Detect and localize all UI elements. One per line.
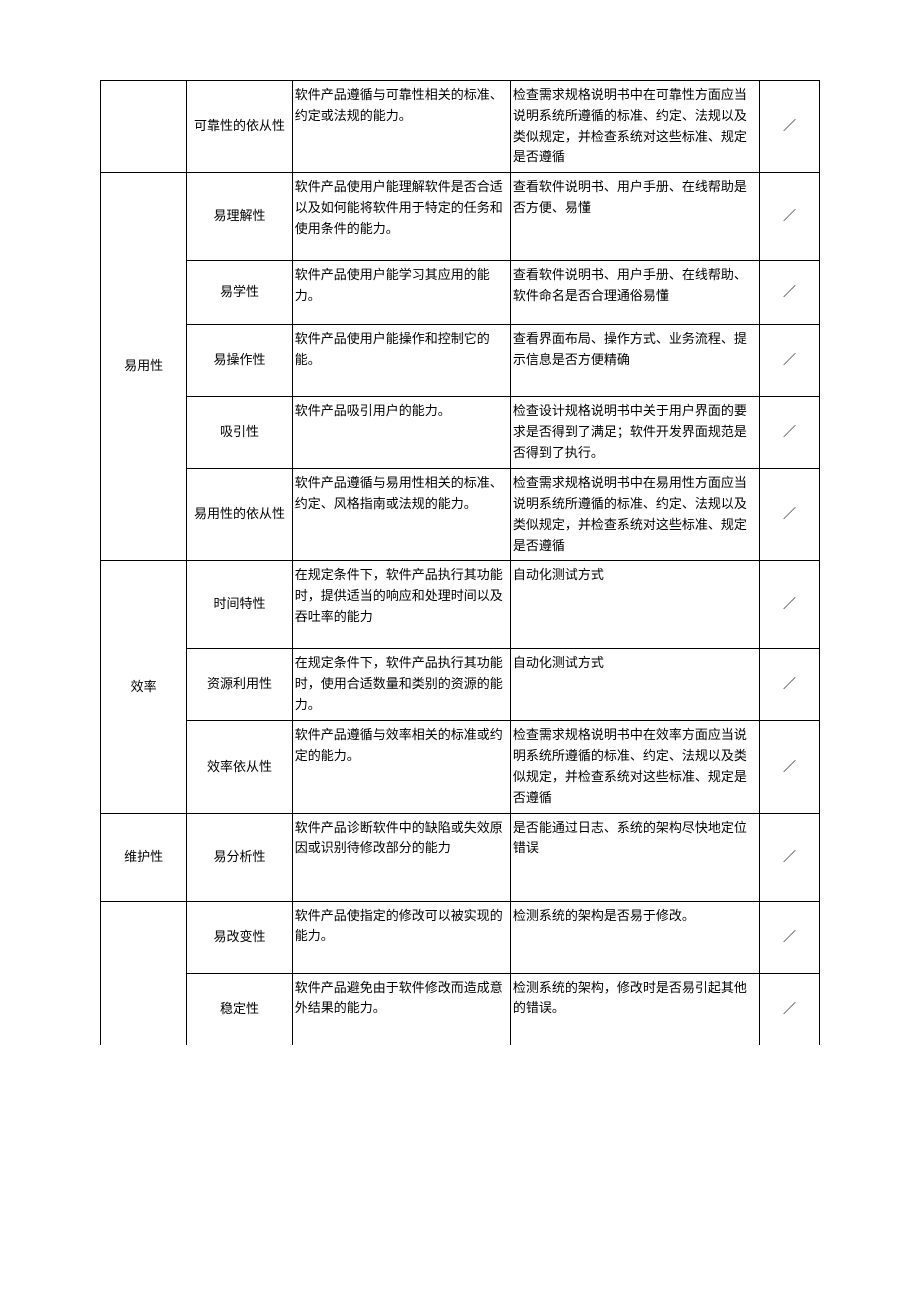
- subcategory-cell: 易理解性: [187, 173, 292, 261]
- description-cell: 软件产品使指定的修改可以被实现的能力。: [292, 901, 510, 973]
- mark-cell: ／: [760, 469, 820, 561]
- description-cell: 软件产品诊断软件中的缺陷或失效原因或识别待修改部分的能力: [292, 813, 510, 901]
- category-cell: 维护性: [101, 813, 187, 901]
- subcategory-cell: 时间特性: [187, 561, 292, 649]
- check-cell: 检查需求规格说明书中在效率方面应当说明系统所遵循的标准、约定、法规以及类似规定，…: [510, 721, 759, 813]
- table-row: 资源利用性 在规定条件下，软件产品执行其功能时，使用合适数量和类别的资源的能力。…: [101, 649, 820, 721]
- mark-cell: ／: [760, 325, 820, 397]
- category-cell: [101, 81, 187, 173]
- mark-cell: ／: [760, 397, 820, 469]
- mark-cell: ／: [760, 173, 820, 261]
- check-cell: 检查需求规格说明书中在易用性方面应当说明系统所遵循的标准、约定、法规以及类似规定…: [510, 469, 759, 561]
- table-row: 易用性的依从性 软件产品遵循与易用性相关的标准、约定、风格指南或法规的能力。 检…: [101, 469, 820, 561]
- subcategory-cell: 稳定性: [187, 973, 292, 1045]
- check-cell: 自动化测试方式: [510, 561, 759, 649]
- subcategory-cell: 易操作性: [187, 325, 292, 397]
- subcategory-cell: 吸引性: [187, 397, 292, 469]
- description-cell: 软件产品遵循与易用性相关的标准、约定、风格指南或法规的能力。: [292, 469, 510, 561]
- description-cell: 软件产品遵循与可靠性相关的标准、约定或法规的能力。: [292, 81, 510, 173]
- mark-cell: ／: [760, 261, 820, 325]
- check-cell: 检测系统的架构，修改时是否易引起其他的错误。: [510, 973, 759, 1045]
- mark-cell: ／: [760, 901, 820, 973]
- check-cell: 查看软件说明书、用户手册、在线帮助是否方便、易懂: [510, 173, 759, 261]
- quality-attributes-table: 可靠性的依从性 软件产品遵循与可靠性相关的标准、约定或法规的能力。 检查需求规格…: [100, 80, 820, 1045]
- subcategory-cell: 可靠性的依从性: [187, 81, 292, 173]
- description-cell: 软件产品避免由于软件修改而造成意外结果的能力。: [292, 973, 510, 1045]
- mark-cell: ／: [760, 721, 820, 813]
- subcategory-cell: 易学性: [187, 261, 292, 325]
- mark-cell: ／: [760, 813, 820, 901]
- check-cell: 自动化测试方式: [510, 649, 759, 721]
- subcategory-cell: 效率依从性: [187, 721, 292, 813]
- subcategory-cell: 易用性的依从性: [187, 469, 292, 561]
- table-row: 维护性 易分析性 软件产品诊断软件中的缺陷或失效原因或识别待修改部分的能力 是否…: [101, 813, 820, 901]
- check-cell: 查看界面布局、操作方式、业务流程、提示信息是否方便精确: [510, 325, 759, 397]
- description-cell: 在规定条件下，软件产品执行其功能时，提供适当的响应和处理时间以及吞吐率的能力: [292, 561, 510, 649]
- description-cell: 软件产品使用户能理解软件是否合适以及如何能将软件用于特定的任务和使用条件的能力。: [292, 173, 510, 261]
- check-cell: 检查需求规格说明书中在可靠性方面应当说明系统所遵循的标准、约定、法规以及类似规定…: [510, 81, 759, 173]
- category-cell: 效率: [101, 561, 187, 813]
- table-row: 易学性 软件产品使用户能学习其应用的能力。 查看软件说明书、用户手册、在线帮助、…: [101, 261, 820, 325]
- table-row: 可靠性的依从性 软件产品遵循与可靠性相关的标准、约定或法规的能力。 检查需求规格…: [101, 81, 820, 173]
- mark-cell: ／: [760, 649, 820, 721]
- table-row: 稳定性 软件产品避免由于软件修改而造成意外结果的能力。 检测系统的架构，修改时是…: [101, 973, 820, 1045]
- subcategory-cell: 易分析性: [187, 813, 292, 901]
- check-cell: 检测系统的架构是否易于修改。: [510, 901, 759, 973]
- mark-cell: ／: [760, 561, 820, 649]
- check-cell: 检查设计规格说明书中关于用户界面的要求是否得到了满足；软件开发界面规范是否得到了…: [510, 397, 759, 469]
- mark-cell: ／: [760, 973, 820, 1045]
- description-cell: 软件产品吸引用户的能力。: [292, 397, 510, 469]
- mark-cell: ／: [760, 81, 820, 173]
- description-cell: 软件产品使用户能操作和控制它的能。: [292, 325, 510, 397]
- table-row: 吸引性 软件产品吸引用户的能力。 检查设计规格说明书中关于用户界面的要求是否得到…: [101, 397, 820, 469]
- table-row: 易操作性 软件产品使用户能操作和控制它的能。 查看界面布局、操作方式、业务流程、…: [101, 325, 820, 397]
- description-cell: 软件产品使用户能学习其应用的能力。: [292, 261, 510, 325]
- description-cell: 在规定条件下，软件产品执行其功能时，使用合适数量和类别的资源的能力。: [292, 649, 510, 721]
- subcategory-cell: 资源利用性: [187, 649, 292, 721]
- table-row: 易改变性 软件产品使指定的修改可以被实现的能力。 检测系统的架构是否易于修改。 …: [101, 901, 820, 973]
- description-cell: 软件产品遵循与效率相关的标准或约定的能力。: [292, 721, 510, 813]
- table-row: 效率依从性 软件产品遵循与效率相关的标准或约定的能力。 检查需求规格说明书中在效…: [101, 721, 820, 813]
- check-cell: 是否能通过日志、系统的架构尽快地定位错误: [510, 813, 759, 901]
- table-row: 易用性 易理解性 软件产品使用户能理解软件是否合适以及如何能将软件用于特定的任务…: [101, 173, 820, 261]
- category-cell: [101, 901, 187, 1045]
- check-cell: 查看软件说明书、用户手册、在线帮助、软件命名是否合理通俗易懂: [510, 261, 759, 325]
- category-cell: 易用性: [101, 173, 187, 561]
- subcategory-cell: 易改变性: [187, 901, 292, 973]
- table-row: 效率 时间特性 在规定条件下，软件产品执行其功能时，提供适当的响应和处理时间以及…: [101, 561, 820, 649]
